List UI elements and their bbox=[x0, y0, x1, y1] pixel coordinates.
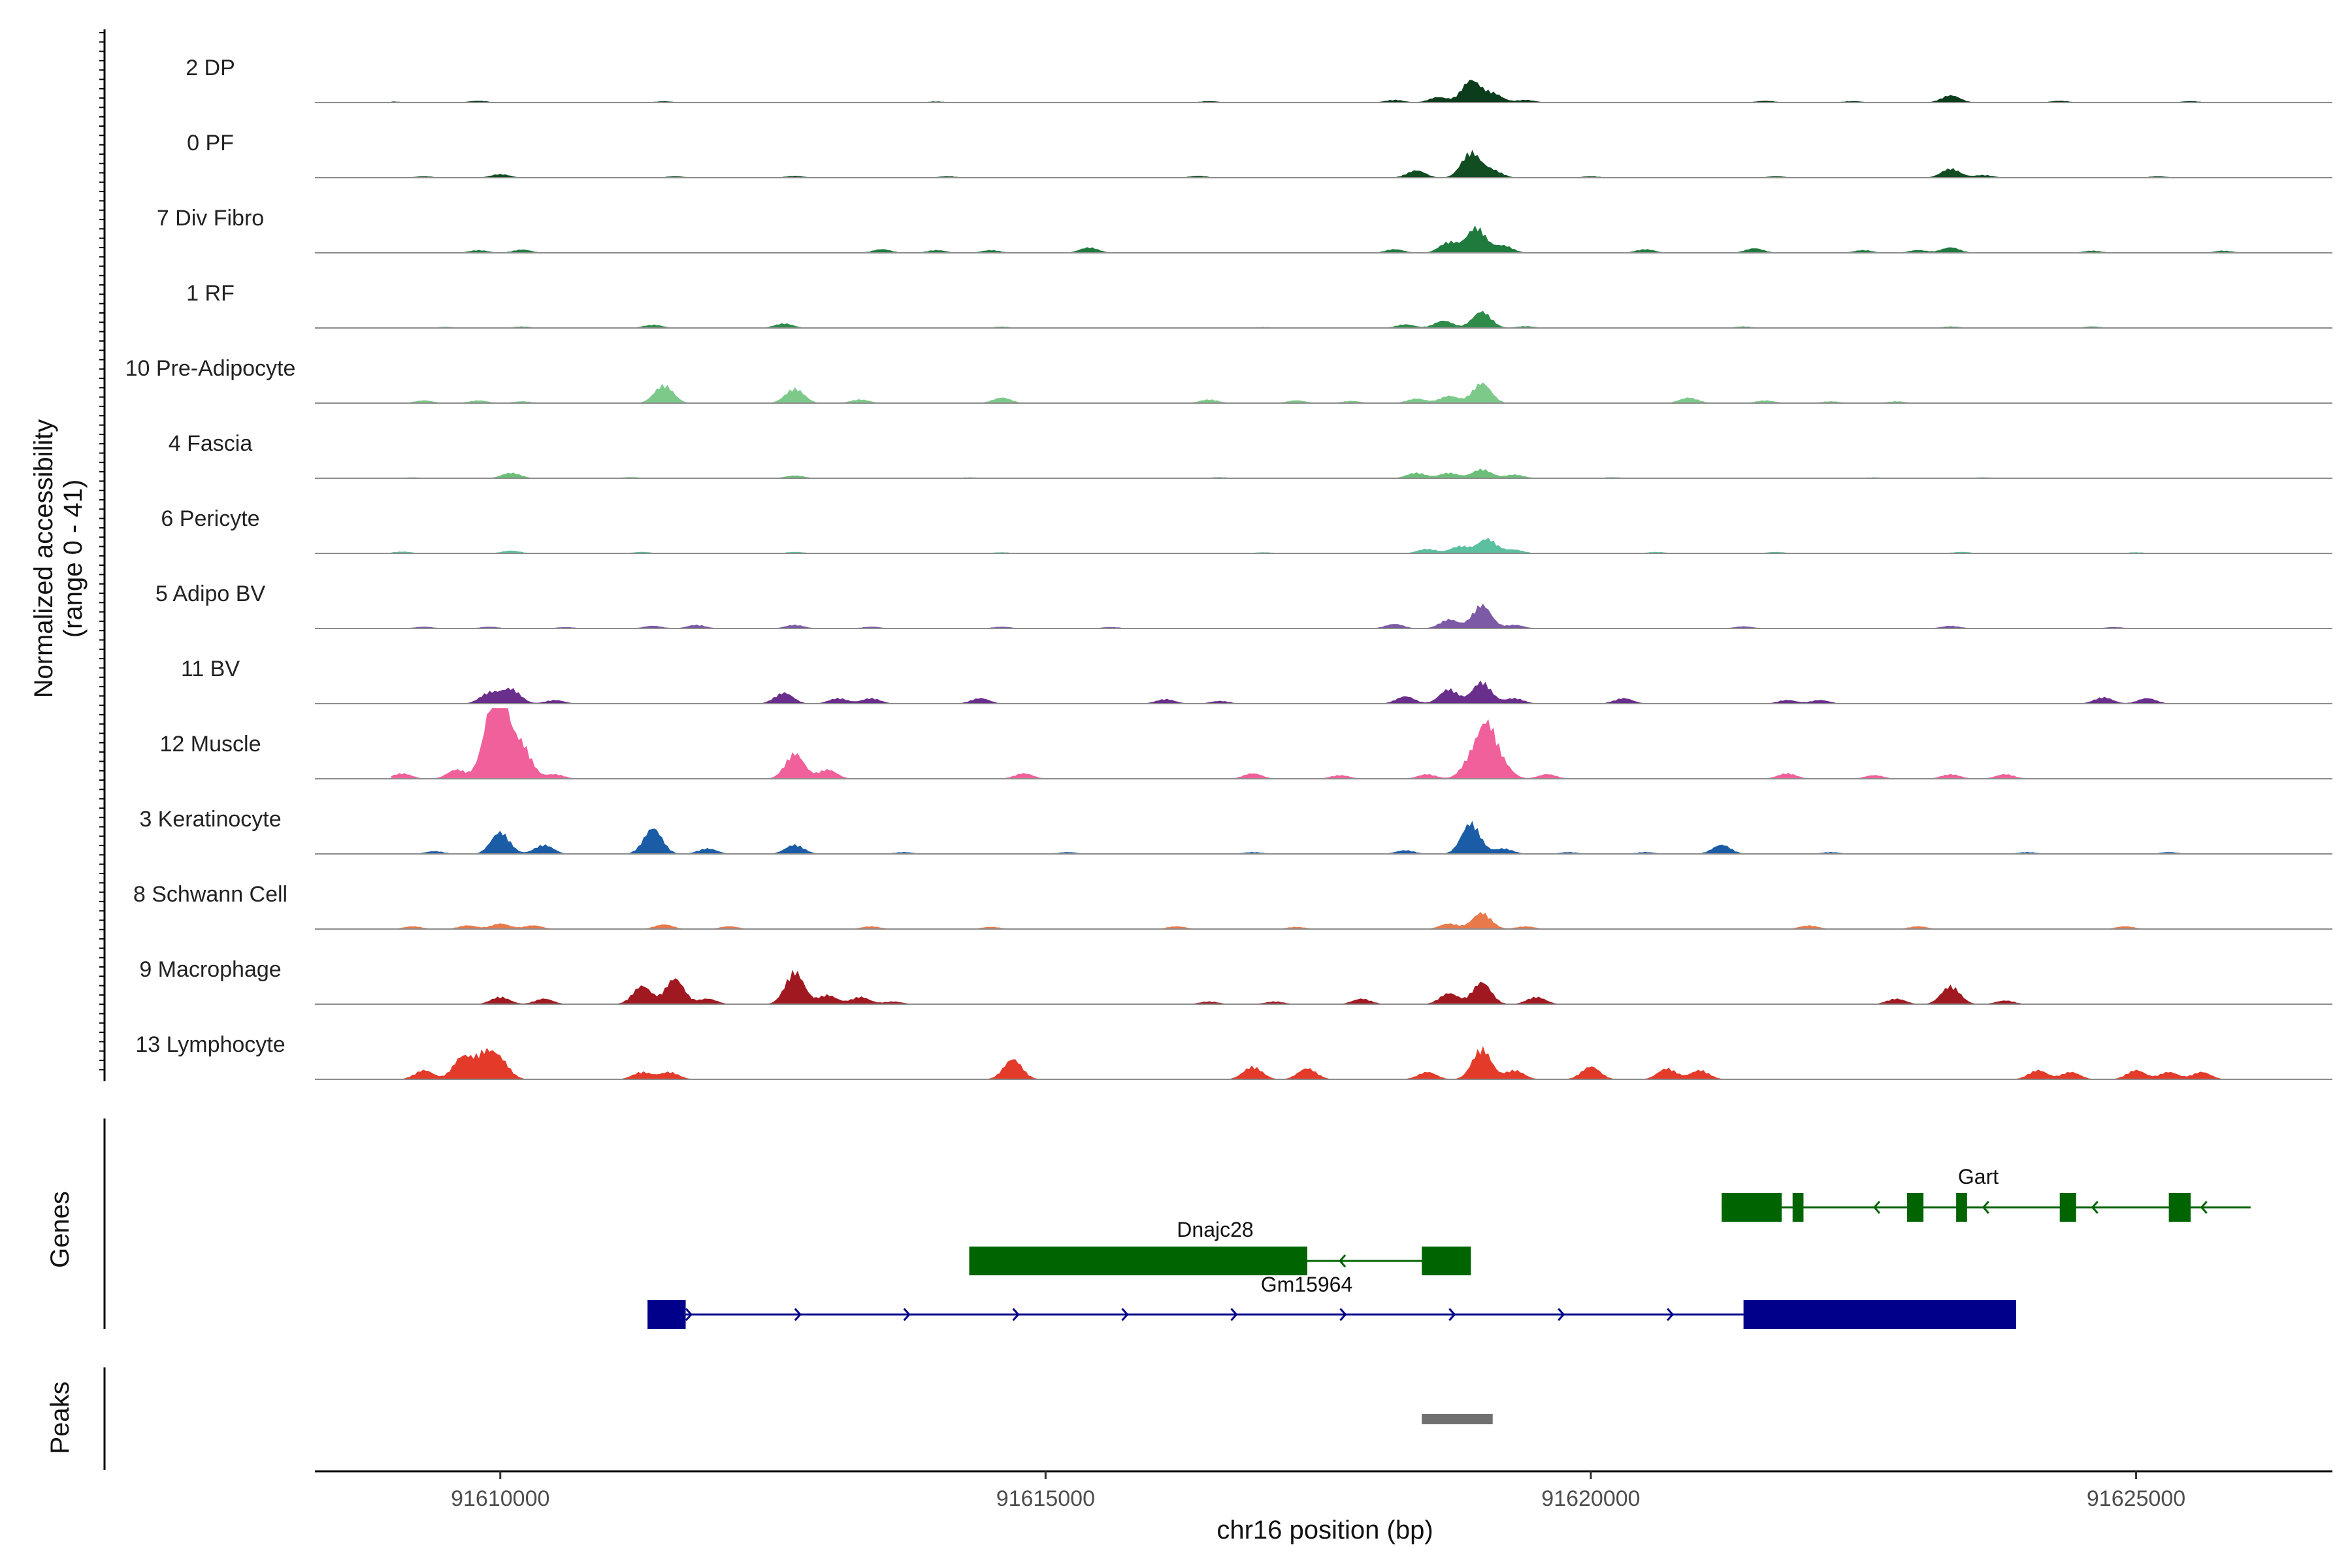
x-axis: 91610000 91615000 91620000 91625000 bbox=[315, 1470, 2332, 1511]
track-label: 2 DP bbox=[186, 56, 235, 80]
strand-arrow bbox=[1012, 1308, 1020, 1321]
coverage-area bbox=[391, 468, 2251, 478]
strand-arrow bbox=[1448, 1308, 1456, 1321]
strand-arrow bbox=[2091, 1201, 2099, 1214]
coverage-area bbox=[391, 225, 2251, 253]
coverage-area bbox=[391, 382, 2251, 403]
gene-dnajc28: Dnajc28 bbox=[969, 1218, 1471, 1275]
strand-arrow bbox=[1230, 1308, 1238, 1321]
x-tick-label: 91610000 bbox=[451, 1486, 549, 1511]
coverage-area bbox=[391, 1046, 2251, 1079]
track-label: 4 Fascia bbox=[169, 431, 253, 456]
gene-exon bbox=[647, 1300, 686, 1329]
track-12: 8 Schwann Cell bbox=[133, 882, 2332, 930]
track-label: 0 PF bbox=[187, 131, 234, 155]
coverage-area bbox=[391, 970, 2251, 1004]
coverage-area bbox=[391, 150, 2251, 178]
track-3: 7 Div Fibro bbox=[157, 206, 2332, 253]
gene-exon bbox=[969, 1247, 1307, 1275]
track-11: 3 Keratinocyte bbox=[139, 807, 2332, 855]
strand-arrow bbox=[1121, 1308, 1129, 1321]
track-5: 10 Pre-Adipocyte bbox=[125, 356, 2332, 404]
genes-panel: Gart Dnajc28 Gm15964 bbox=[647, 1165, 2251, 1329]
strand-arrow bbox=[903, 1308, 911, 1321]
gene-exon bbox=[1722, 1193, 1782, 1222]
track-label: 12 Muscle bbox=[160, 732, 261, 757]
gene-exon bbox=[1956, 1193, 1967, 1222]
gene-gm15964: Gm15964 bbox=[647, 1273, 2016, 1329]
strand-arrow bbox=[685, 1308, 693, 1321]
track-13: 9 Macrophage bbox=[139, 957, 2332, 1005]
coverage-area bbox=[391, 80, 2251, 103]
track-8: 5 Adipo BV bbox=[155, 581, 2332, 629]
gene-exon bbox=[1422, 1247, 1471, 1275]
track-4: 1 RF bbox=[186, 281, 2332, 329]
gene-label: Gm15964 bbox=[1261, 1273, 1353, 1296]
x-axis-label: chr16 position (bp) bbox=[1217, 1516, 1433, 1544]
track-2: 0 PF bbox=[187, 131, 2332, 178]
gene-label: Gart bbox=[1958, 1165, 1999, 1188]
track-1: 2 DP bbox=[186, 56, 2332, 103]
coverage-area bbox=[391, 911, 2251, 929]
track-10: 12 Muscle bbox=[160, 708, 2332, 779]
coverage-area bbox=[391, 821, 2251, 854]
gene-exon bbox=[2059, 1193, 2076, 1222]
track-label: 10 Pre-Adipocyte bbox=[125, 356, 296, 381]
strand-arrow bbox=[794, 1308, 802, 1321]
track-6: 4 Fascia bbox=[169, 431, 2332, 479]
gene-exon bbox=[2168, 1193, 2191, 1222]
coverage-area bbox=[391, 680, 2251, 704]
strand-arrow bbox=[1667, 1308, 1674, 1321]
track-label: 3 Keratinocyte bbox=[139, 807, 281, 832]
strand-arrow bbox=[1339, 1254, 1347, 1267]
track-label: 5 Adipo BV bbox=[155, 581, 266, 606]
x-tick-label: 91615000 bbox=[996, 1486, 1095, 1511]
strand-arrow bbox=[1982, 1201, 1989, 1214]
gene-gart: Gart bbox=[1722, 1165, 2251, 1222]
strand-arrow bbox=[1872, 1201, 1881, 1214]
gene-label: Dnajc28 bbox=[1177, 1218, 1253, 1241]
x-tick-label: 91620000 bbox=[1541, 1486, 1640, 1511]
genes-panel-label: Genes bbox=[46, 1191, 74, 1268]
track-label: 6 Pericyte bbox=[161, 506, 259, 531]
track-7: 6 Pericyte bbox=[161, 506, 2332, 554]
x-tick-label: 91625000 bbox=[2087, 1486, 2185, 1511]
coverage-area bbox=[391, 603, 2251, 629]
peaks-panel bbox=[1422, 1414, 1493, 1424]
coverage-area bbox=[391, 538, 2251, 553]
y-axis-range-label: (range 0 - 41) bbox=[59, 480, 88, 638]
track-9: 11 BV bbox=[181, 657, 2332, 704]
track-label: 1 RF bbox=[186, 281, 235, 306]
left-axes bbox=[99, 29, 106, 1470]
gene-exon bbox=[1907, 1193, 1924, 1222]
peaks-panel-label: Peaks bbox=[46, 1381, 74, 1454]
peak-region bbox=[1422, 1414, 1493, 1424]
strand-arrow bbox=[1558, 1308, 1565, 1321]
track-label: 9 Macrophage bbox=[139, 957, 281, 982]
track-label: 7 Div Fibro bbox=[157, 206, 264, 231]
coverage-tracks: 2 DP 0 PF 7 Div Fibro 1 RF 10 Pre-Adipocyte 4… bbox=[125, 56, 2332, 1080]
coverage-area bbox=[391, 708, 2251, 779]
coverage-area bbox=[391, 310, 2251, 328]
strand-arrow bbox=[2200, 1201, 2208, 1214]
track-label: 13 Lymphocyte bbox=[135, 1032, 285, 1057]
y-axis-label: Normalized accessibility bbox=[29, 419, 58, 698]
gene-exon bbox=[1792, 1193, 1804, 1222]
strand-arrow bbox=[1339, 1308, 1347, 1321]
track-14: 13 Lymphocyte bbox=[135, 1032, 2332, 1080]
track-label: 8 Schwann Cell bbox=[133, 882, 287, 907]
track-label: 11 BV bbox=[181, 657, 240, 681]
gene-exon bbox=[1743, 1300, 2016, 1329]
